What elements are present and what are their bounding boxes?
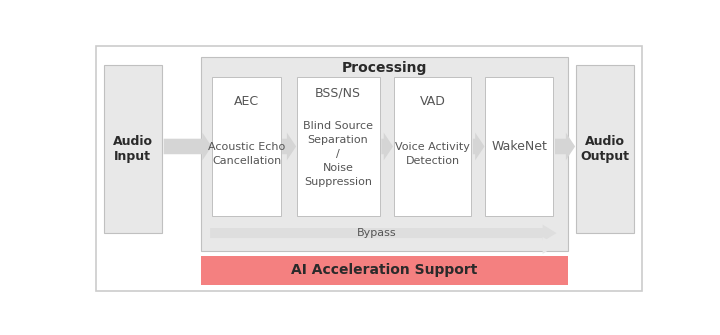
Bar (201, 256, 568, 285)
Polygon shape (163, 133, 212, 160)
Text: Acoustic Echo
Cancellation: Acoustic Echo Cancellation (208, 142, 285, 166)
Text: WakeNet: WakeNet (492, 140, 547, 153)
Bar (394, 77, 472, 216)
Polygon shape (210, 237, 557, 254)
Polygon shape (282, 133, 296, 160)
Polygon shape (555, 133, 575, 160)
Bar (485, 77, 554, 216)
Text: AEC: AEC (234, 95, 259, 108)
Bar (201, 57, 568, 251)
Polygon shape (473, 133, 485, 160)
Bar (576, 65, 634, 233)
Polygon shape (210, 224, 557, 242)
Bar (104, 65, 162, 233)
Text: VAD: VAD (420, 95, 446, 108)
Text: Audio
Output: Audio Output (580, 135, 629, 163)
Bar (212, 77, 281, 216)
Text: AI Acceleration Support: AI Acceleration Support (292, 263, 477, 277)
Text: Processing: Processing (342, 61, 427, 75)
Text: Blind Source
Separation
/
Noise
Suppression: Blind Source Separation / Noise Suppress… (303, 121, 373, 187)
Polygon shape (382, 133, 393, 160)
Text: Bypass: Bypass (357, 228, 397, 239)
Text: BSS/NS: BSS/NS (315, 86, 361, 99)
Text: Voice Activity
Detection: Voice Activity Detection (395, 142, 470, 166)
Bar (297, 77, 380, 216)
Text: Audio
Input: Audio Input (112, 135, 153, 163)
